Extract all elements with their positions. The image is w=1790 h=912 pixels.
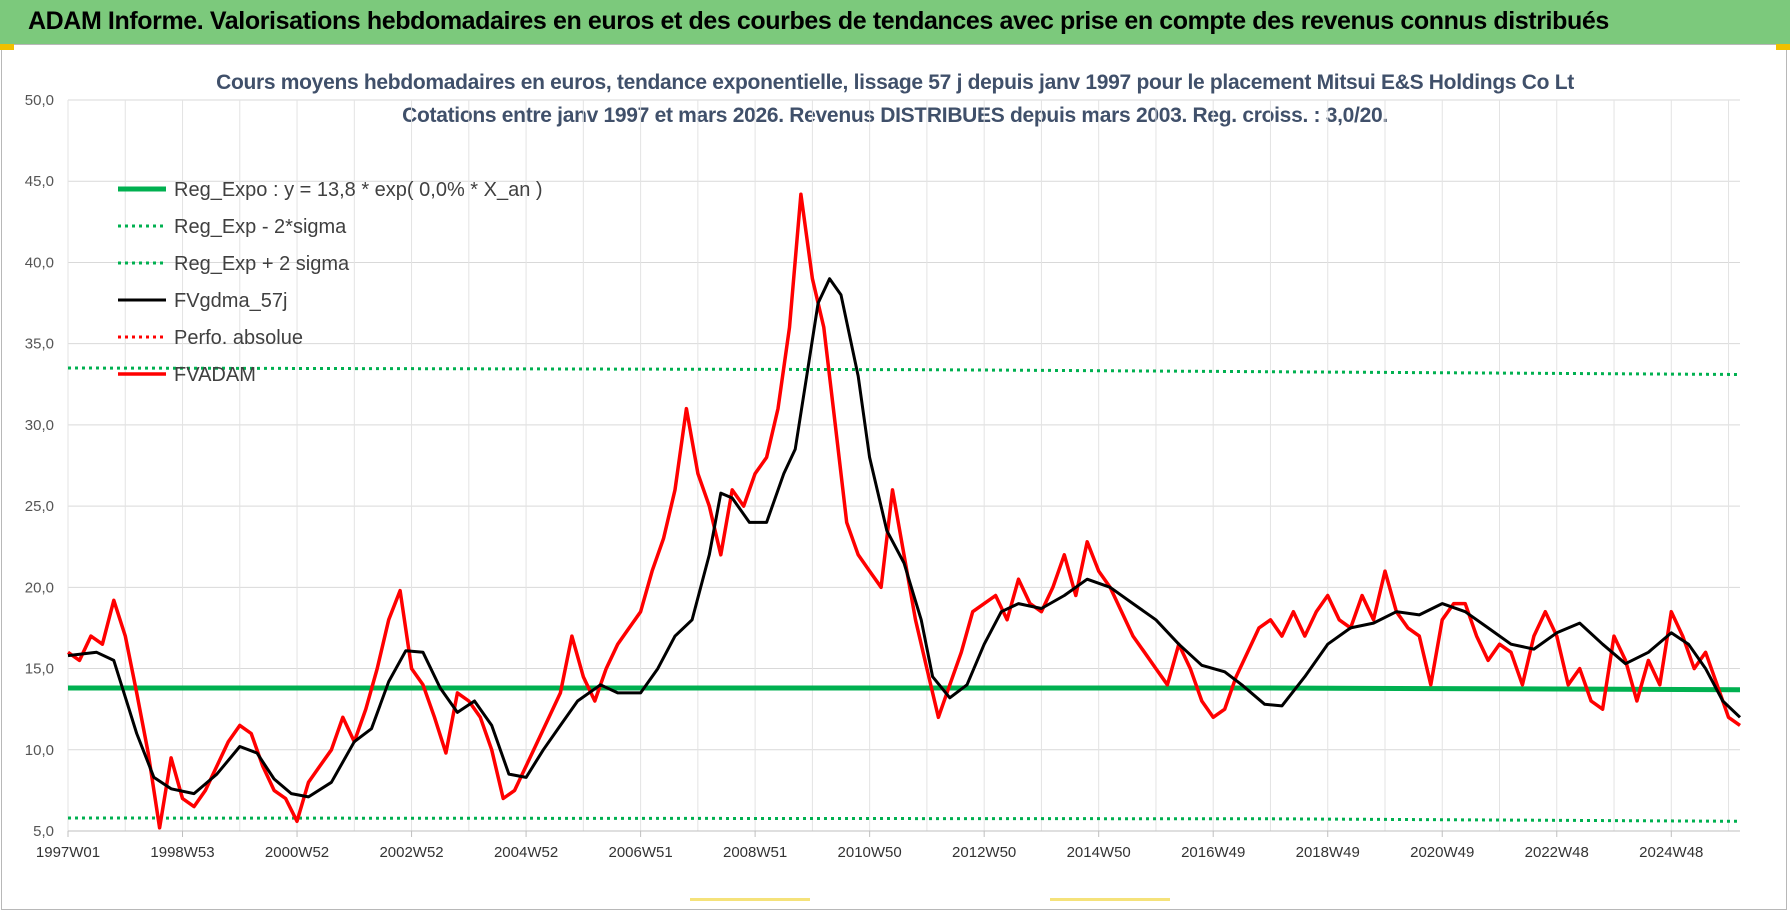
x-tick-label: 1998W53 [150,844,214,861]
y-tick-label: 40,0 [25,254,54,271]
legend-label: Reg_Expo : y = 13,8 * exp( 0,0% * X_an ) [174,179,543,201]
x-tick-label: 2008W51 [723,844,787,861]
chart-series [66,192,1742,830]
series-line [67,277,1742,799]
x-tick-label: 2014W50 [1067,844,1131,861]
y-tick-label: 50,0 [25,92,54,109]
line-chart: 5,010,015,020,025,030,035,040,045,050,0 … [25,92,1742,861]
chart-grid [67,99,1740,832]
frame-corner-marker [1776,44,1790,50]
y-tick-label: 30,0 [25,417,54,434]
legend-label: Reg_Exp + 2 sigma [174,253,350,275]
y-axis-ticks: 5,0 10,0 15,0 20,0 25,0 30,0 35,0 40,0 45,0 50,0 [25,92,54,840]
chart-legend: Reg_Expo : y = 13,8 * exp( 0,0% * X_an )… [118,179,543,386]
x-tick-label: 2004W52 [494,844,558,861]
x-tick-label: 2016W49 [1181,844,1245,861]
bottom-highlight-mark [1050,898,1170,901]
y-tick-label: 20,0 [25,579,54,596]
x-tick-label: 2018W49 [1296,844,1360,861]
x-tick-label: 2006W51 [608,844,672,861]
chart-subtitle: Cotations entre janv 1997 et mars 2026. … [402,104,1388,127]
y-tick-label: 35,0 [25,336,54,353]
report-title: ADAM Informe. Valorisations hebdomadaire… [28,7,1609,35]
bottom-highlight-mark [690,898,810,901]
chart-frame [1,44,1787,910]
y-tick-label: 5,0 [33,823,54,840]
y-tick-label: 45,0 [25,173,54,190]
legend-label: FVgdma_57j [174,290,287,312]
chart-title: Cours moyens hebdomadaires en euros, ten… [216,71,1574,94]
y-tick-label: 15,0 [25,661,54,678]
x-tick-label: 2022W48 [1525,844,1589,861]
x-tick-label: 2000W52 [265,844,329,861]
x-tick-label: 2010W50 [838,844,902,861]
y-tick-label: 25,0 [25,498,54,515]
legend-label: FVADAM [174,364,256,386]
frame-corner-marker [0,44,14,50]
series-line [66,192,1742,830]
x-axis-ticks: 1997W01 1998W53 2000W52 2002W52 2004W52 2006W… [36,831,1703,861]
report-banner: ADAM Informe. Valorisations hebdomadaire… [0,0,1790,45]
series-line [67,816,1741,823]
series-line [67,366,1741,376]
x-tick-label: 1997W01 [36,844,100,861]
y-tick-label: 10,0 [25,742,54,759]
legend-label: Reg_Exp - 2*sigma [174,216,347,238]
x-tick-label: 2020W49 [1410,844,1474,861]
x-tick-label: 2002W52 [379,844,443,861]
x-tick-label: 2024W48 [1639,844,1703,861]
series-line [68,685,1741,693]
x-tick-label: 2012W50 [952,844,1016,861]
legend-label: Perfo. absolue [174,327,303,349]
